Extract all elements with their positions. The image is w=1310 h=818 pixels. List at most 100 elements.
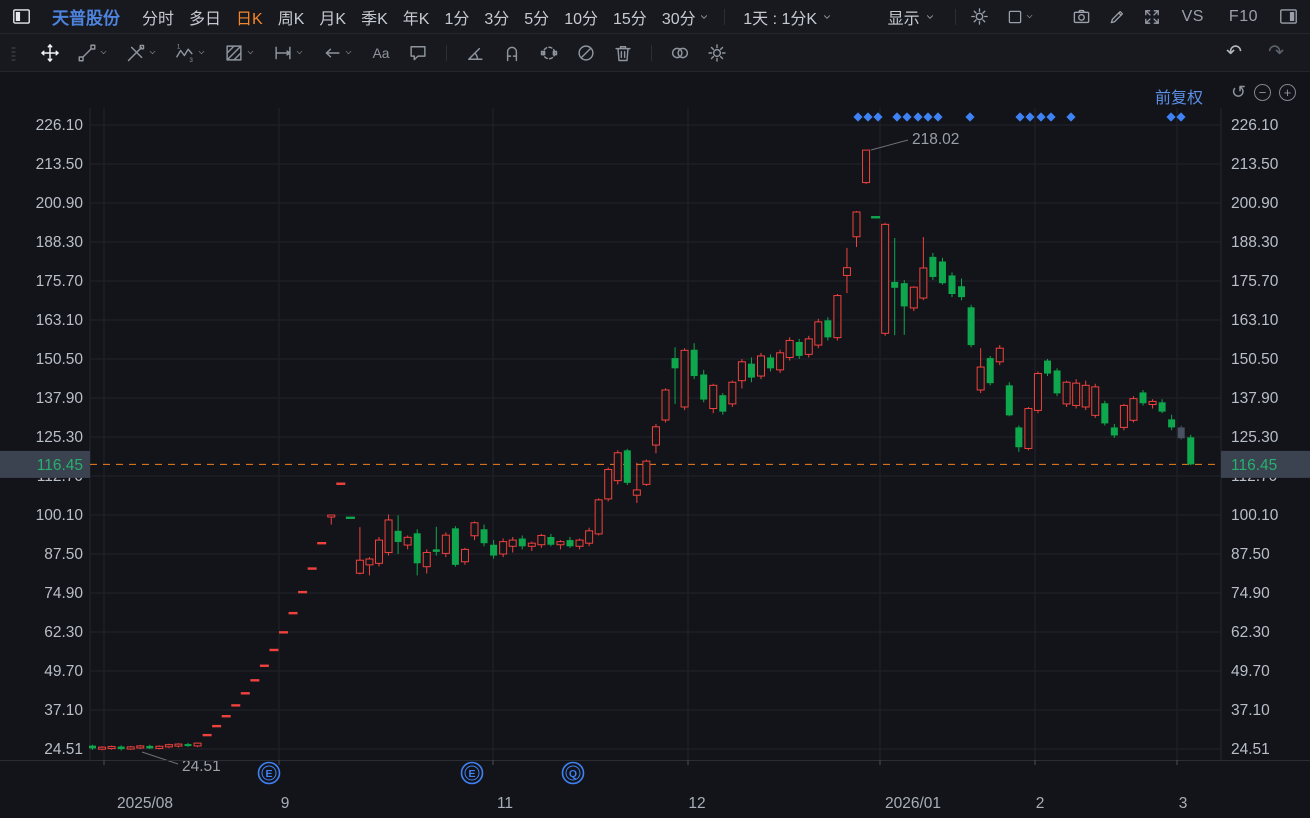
drawing-toolbar: 1 3 Aa ↶ ↷ xyxy=(0,34,1310,72)
announcement-diamond[interactable] xyxy=(913,112,923,122)
pitchfork-icon xyxy=(127,44,145,61)
tab-年K[interactable]: 年K xyxy=(402,3,431,31)
announcement-diamond[interactable] xyxy=(1036,112,1046,122)
candle xyxy=(89,744,96,750)
tab-15分[interactable]: 15分 xyxy=(612,3,648,31)
redo-button[interactable]: ↷ xyxy=(1262,40,1290,65)
hide-drawings-icon xyxy=(578,44,594,61)
candle xyxy=(107,745,116,750)
last-price-box xyxy=(1221,450,1310,478)
panel-left-toggle-button[interactable] xyxy=(10,5,33,28)
candle xyxy=(1024,406,1033,451)
zoom-out-button[interactable]: − xyxy=(1254,84,1272,101)
tab-10分[interactable]: 10分 xyxy=(563,3,599,31)
fullscreen-button[interactable] xyxy=(1141,6,1163,28)
candle xyxy=(661,388,670,423)
announcement-diamond[interactable] xyxy=(1025,112,1035,122)
candle xyxy=(556,540,565,550)
tab-周K[interactable]: 周K xyxy=(277,3,306,31)
candle xyxy=(202,733,212,737)
tool-pitchfork[interactable] xyxy=(121,40,163,66)
tab-多日[interactable]: 多日 xyxy=(188,3,222,31)
chevron-down-icon xyxy=(247,50,254,55)
tool-magnet[interactable] xyxy=(497,40,527,66)
announcement-diamond[interactable] xyxy=(1066,112,1076,122)
event-marker-E[interactable]: E xyxy=(460,761,484,785)
tab-季K[interactable]: 季K xyxy=(360,3,389,31)
tab-30分[interactable]: 30分 xyxy=(661,3,711,31)
tab-月K[interactable]: 月K xyxy=(318,3,347,31)
tool-callout[interactable] xyxy=(403,40,433,66)
tool-angle[interactable] xyxy=(460,40,490,66)
announcement-diamond[interactable] xyxy=(965,112,975,122)
panel-right-toggle-button[interactable] xyxy=(1277,5,1300,28)
event-marker-Q[interactable]: Q xyxy=(561,761,585,785)
candle xyxy=(747,357,755,383)
x-axis-label: 2026/01 xyxy=(885,795,941,812)
candle xyxy=(537,533,546,548)
tool-trend-line[interactable] xyxy=(72,40,114,66)
layout-select-button[interactable] xyxy=(1004,6,1037,28)
tab-1分[interactable]: 1分 xyxy=(443,3,470,31)
svg-text:E: E xyxy=(468,768,475,780)
announcement-diamond[interactable] xyxy=(1176,112,1186,122)
announcement-diamond[interactable] xyxy=(933,112,943,122)
candle xyxy=(1081,380,1090,411)
interval-dropdown[interactable]: 1天 : 1分K xyxy=(737,4,839,30)
tool-trash[interactable] xyxy=(608,40,638,66)
candle xyxy=(986,355,994,386)
zoom-in-button[interactable]: + xyxy=(1279,84,1297,101)
candle xyxy=(824,317,832,341)
candle xyxy=(842,247,851,294)
announcement-diamond[interactable] xyxy=(1166,112,1176,122)
announcement-diamond[interactable] xyxy=(873,112,883,122)
tool-draw-settings[interactable] xyxy=(702,40,732,66)
tool-auto-sync[interactable] xyxy=(534,40,564,66)
adjust-mode-label[interactable]: 前复权 xyxy=(1155,90,1204,107)
tab-3分[interactable]: 3分 xyxy=(483,3,510,31)
candle xyxy=(375,536,383,567)
announcement-diamond[interactable] xyxy=(1046,112,1056,122)
tool-hide-drawings[interactable] xyxy=(571,40,601,66)
display-dropdown[interactable]: 显示 xyxy=(882,4,942,30)
candle xyxy=(862,149,871,185)
tool-move-cross[interactable] xyxy=(35,40,65,66)
candle xyxy=(384,514,393,556)
tool-measure[interactable] xyxy=(268,40,310,66)
candle xyxy=(728,380,737,407)
drag-handle-icon[interactable] xyxy=(8,45,28,61)
reset-zoom-button[interactable]: ↺ xyxy=(1231,82,1247,102)
snapshot-button[interactable] xyxy=(1070,5,1093,28)
announcement-diamond[interactable] xyxy=(902,112,912,122)
announcement-diamond[interactable] xyxy=(1015,112,1025,122)
tab-分时[interactable]: 分时 xyxy=(141,3,175,31)
stock-name[interactable]: 天普股份 xyxy=(52,9,120,28)
announcement-diamond[interactable] xyxy=(892,112,902,122)
drag-handle-icon xyxy=(11,46,16,61)
candle xyxy=(700,369,708,403)
trend-line-icon xyxy=(78,44,96,61)
candle xyxy=(1139,389,1147,406)
tool-arrow-left[interactable] xyxy=(317,40,359,66)
tool-text-tool[interactable]: Aa xyxy=(366,40,396,66)
f10-button[interactable]: F10 xyxy=(1223,7,1264,27)
announcement-diamond[interactable] xyxy=(853,112,863,122)
tab-5分[interactable]: 5分 xyxy=(523,3,550,31)
candle xyxy=(470,521,479,541)
edit-button[interactable] xyxy=(1106,6,1128,28)
chart-settings-button[interactable] xyxy=(968,5,991,28)
tool-pattern[interactable] xyxy=(219,40,261,66)
y-axis-label: 74.90 xyxy=(1231,585,1270,602)
event-marker-E[interactable]: E xyxy=(257,761,281,785)
y-axis-label: 125.30 xyxy=(1231,429,1279,446)
candle xyxy=(891,237,899,336)
undo-button[interactable]: ↶ xyxy=(1220,40,1248,65)
vs-compare-button[interactable]: VS xyxy=(1176,7,1210,27)
tool-compare[interactable] xyxy=(665,40,695,66)
announcement-diamond[interactable] xyxy=(863,112,873,122)
x-axis-label: 2025/08 xyxy=(117,795,173,812)
tab-日K[interactable]: 日K xyxy=(235,3,264,31)
announcement-diamond[interactable] xyxy=(923,112,933,122)
